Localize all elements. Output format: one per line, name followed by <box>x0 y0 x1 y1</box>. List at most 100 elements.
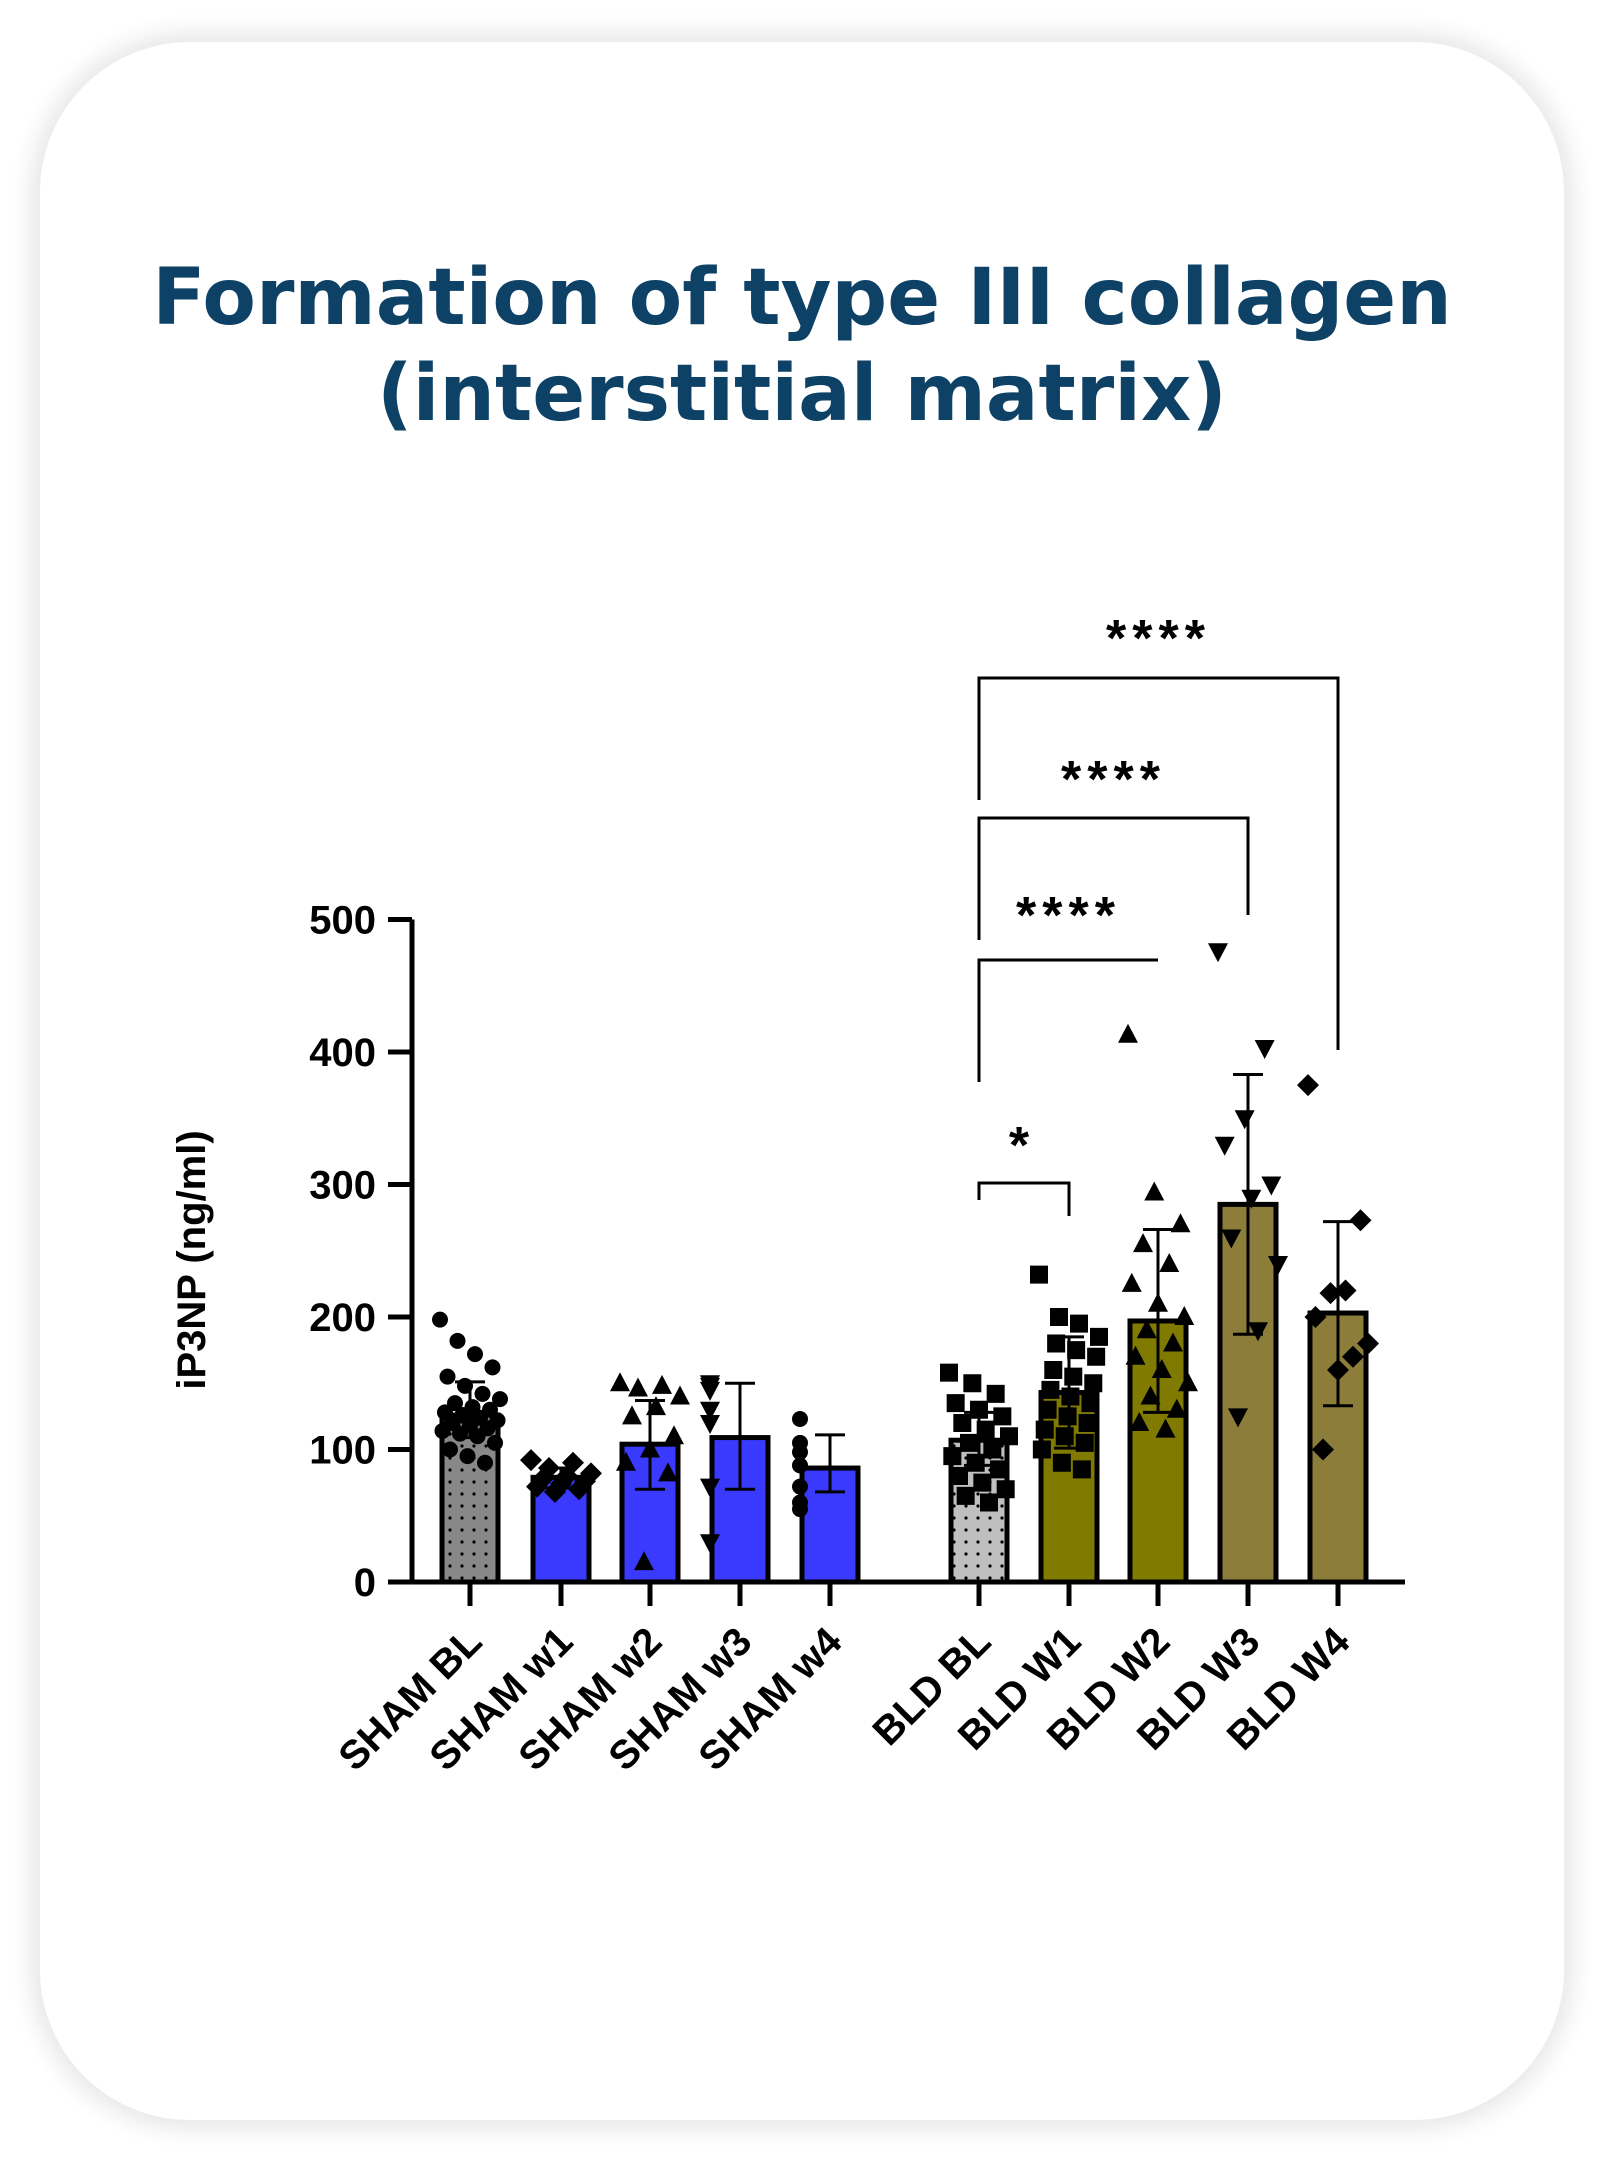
data-point <box>1050 1308 1068 1326</box>
data-point <box>1178 1372 1198 1392</box>
data-point <box>1044 1361 1063 1379</box>
significance-label: **** <box>1106 610 1211 668</box>
bars-layer <box>439 1073 1369 1585</box>
data-point <box>1090 1327 1108 1346</box>
chart-title-line2: (interstitial matrix) <box>377 349 1227 439</box>
data-point <box>1174 1306 1195 1325</box>
data-point <box>1144 1181 1165 1201</box>
data-point <box>973 1473 992 1492</box>
data-point <box>1041 1380 1060 1399</box>
data-point <box>526 1475 548 1498</box>
significance-bracket <box>977 958 1158 1082</box>
data-point <box>467 1346 483 1363</box>
data-point <box>792 1411 808 1428</box>
data-point <box>1357 1332 1379 1355</box>
data-point <box>960 1433 978 1452</box>
data-point <box>990 1460 1008 1479</box>
data-point <box>700 1415 720 1434</box>
data-point <box>616 1451 636 1471</box>
data-point <box>983 1440 1002 1459</box>
data-point <box>1228 1408 1248 1428</box>
data-point <box>1261 1176 1282 1196</box>
points-layer <box>432 943 1379 1571</box>
y-tick-label: 500 <box>309 899 376 943</box>
data-point <box>646 1396 666 1416</box>
y-tick-label: 0 <box>354 1561 376 1605</box>
data-point <box>1125 1345 1146 1365</box>
data-point <box>1133 1233 1153 1253</box>
chart-title-line1: Formation of type III collagen <box>152 253 1452 343</box>
data-point <box>1342 1345 1364 1368</box>
data-point <box>1035 1420 1054 1439</box>
data-point <box>1248 1322 1268 1342</box>
data-point <box>1121 1272 1142 1292</box>
data-point <box>1084 1374 1103 1393</box>
data-point <box>1268 1256 1288 1275</box>
data-point <box>993 1407 1012 1426</box>
data-point <box>492 1391 508 1408</box>
data-point <box>986 1384 1005 1403</box>
data-point <box>1087 1347 1106 1366</box>
data-point <box>452 1425 468 1442</box>
data-point <box>664 1425 684 1445</box>
data-point <box>956 1486 975 1505</box>
data-point <box>459 1448 476 1465</box>
data-point <box>1072 1460 1091 1479</box>
data-point <box>1155 1418 1176 1438</box>
y-tick-label: 300 <box>309 1164 376 1208</box>
data-point <box>980 1493 998 1512</box>
data-point <box>1163 1332 1183 1352</box>
data-point <box>1319 1282 1342 1305</box>
significance-label: * <box>1009 1117 1035 1175</box>
data-point <box>474 1385 491 1402</box>
data-point <box>1297 1074 1319 1097</box>
data-point <box>652 1374 672 1394</box>
data-point <box>1078 1414 1097 1432</box>
data-point <box>568 1478 590 1501</box>
data-point <box>434 1422 451 1439</box>
data-point <box>792 1501 808 1518</box>
data-point <box>946 1394 965 1413</box>
data-point <box>1000 1427 1018 1446</box>
data-point <box>658 1462 678 1482</box>
data-point <box>634 1551 654 1571</box>
data-point <box>700 1381 720 1401</box>
y-tick-label: 400 <box>309 1031 376 1075</box>
data-point <box>792 1457 808 1474</box>
data-point <box>484 1359 501 1376</box>
data-point <box>520 1449 542 1472</box>
data-point <box>670 1385 690 1405</box>
data-point <box>439 1368 456 1385</box>
data-point <box>1312 1438 1334 1461</box>
data-point <box>610 1372 630 1392</box>
data-point <box>963 1374 982 1393</box>
data-point <box>1070 1314 1088 1333</box>
data-point <box>1075 1433 1094 1452</box>
data-point <box>1055 1427 1074 1446</box>
data-point <box>640 1438 660 1458</box>
data-point <box>1030 1265 1048 1284</box>
data-point <box>1129 1412 1150 1431</box>
data-point <box>940 1363 958 1382</box>
significance-bracket <box>977 1181 1071 1216</box>
data-point <box>970 1400 988 1419</box>
data-point <box>544 1480 566 1503</box>
data-point <box>700 1401 720 1421</box>
data-point <box>1148 1292 1168 1312</box>
data-point <box>1047 1334 1066 1353</box>
y-axis-label: iP3NP (ng/ml) <box>170 1130 214 1389</box>
data-point <box>966 1453 985 1472</box>
data-point <box>1136 1319 1157 1339</box>
data-point <box>487 1434 503 1451</box>
significance-layer: ************* <box>977 610 1340 1216</box>
y-tick-label: 200 <box>309 1296 376 1340</box>
data-point <box>1214 1136 1235 1156</box>
data-point <box>792 1444 808 1461</box>
data-point <box>1064 1367 1083 1386</box>
data-point <box>457 1377 473 1394</box>
significance-bracket <box>977 676 1340 1050</box>
data-point <box>469 1428 486 1445</box>
y-tick-label: 100 <box>309 1429 376 1473</box>
data-point <box>1304 1306 1327 1328</box>
